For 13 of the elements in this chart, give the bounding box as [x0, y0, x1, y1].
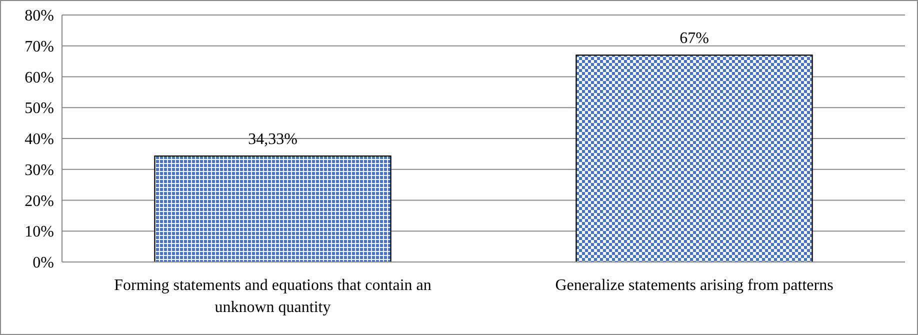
y-tick-label: 40% — [24, 131, 54, 148]
data-label: 34,33% — [248, 131, 298, 148]
y-tick-label: 50% — [24, 100, 54, 118]
y-tick-label: 10% — [24, 224, 54, 241]
x-tick-label: Forming statements and equations that contain an unknown quantity — [114, 277, 432, 316]
x-tick-label: Generalize statements arising from patterns — [555, 277, 834, 294]
y-tick-label: 70% — [24, 38, 54, 56]
y-tick-label: 20% — [24, 192, 54, 210]
y-tick-label: 60% — [24, 69, 54, 86]
data-label: 67% — [680, 30, 709, 48]
y-tick-label: 30% — [24, 162, 54, 179]
y-tick-label: 80% — [24, 8, 54, 25]
y-tick-label: 0% — [32, 254, 54, 272]
